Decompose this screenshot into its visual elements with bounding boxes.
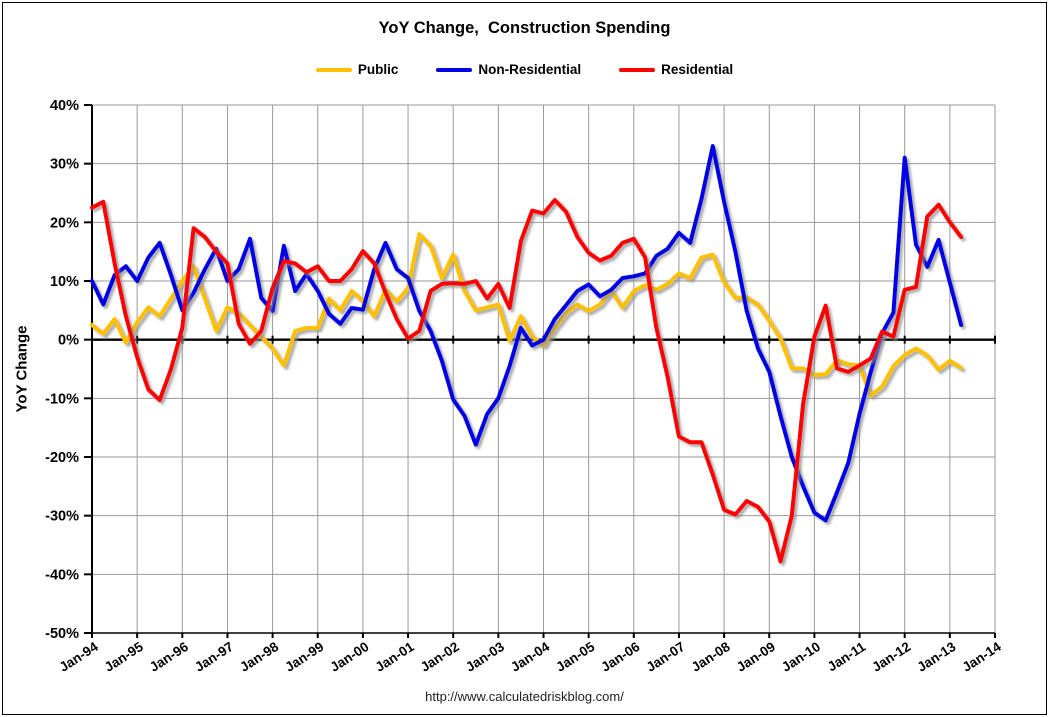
x-tick-label: Jan-95 <box>102 639 146 675</box>
x-tick-label: Jan-98 <box>237 639 281 675</box>
y-tick-label: -20% <box>45 450 79 466</box>
y-tick-label: 0% <box>58 333 79 349</box>
legend-swatch-non-residential <box>436 67 473 72</box>
x-tick-label: Jan-02 <box>418 639 462 675</box>
legend: Public Non-Residential Residential <box>0 62 1049 77</box>
x-tick-label: Jan-97 <box>192 639 236 675</box>
x-tick-label: Jan-07 <box>644 639 688 675</box>
x-tick-label: Jan-14 <box>960 639 1004 675</box>
y-tick-label: 40% <box>50 98 79 114</box>
y-tick-label: -10% <box>45 391 79 407</box>
legend-item-residential: Residential <box>619 62 733 77</box>
legend-item-non-residential: Non-Residential <box>436 62 581 77</box>
series-line-non-residential <box>90 144 964 523</box>
x-tick-label: Jan-10 <box>779 639 823 675</box>
y-tick-label: 20% <box>50 215 79 231</box>
x-tick-label: Jan-03 <box>463 639 507 675</box>
x-tick-label: Jan-96 <box>147 639 191 675</box>
x-tick-label: Jan-12 <box>869 639 913 675</box>
axes <box>84 104 996 638</box>
y-tick-label: -40% <box>45 567 79 583</box>
legend-label-public: Public <box>357 62 399 77</box>
legend-label-non-residential: Non-Residential <box>478 62 582 77</box>
series-lines <box>90 144 964 564</box>
x-tick-label: Jan-01 <box>373 639 417 675</box>
x-tick-label: Jan-11 <box>825 639 869 675</box>
series-line-residential <box>90 198 964 564</box>
legend-swatch-public <box>315 67 352 72</box>
x-tick-label: Jan-94 <box>57 639 101 675</box>
x-tick-label: Jan-99 <box>282 639 326 675</box>
x-tick-label: Jan-09 <box>734 639 778 675</box>
x-tick-label: Jan-08 <box>689 639 733 675</box>
y-tick-label: -50% <box>45 626 79 642</box>
x-tick-label: Jan-13 <box>914 639 958 675</box>
x-tick-label: Jan-00 <box>327 639 371 675</box>
tick-labels: 40% 30% 20% 10% 0% -10% -20% -30% -40% -50%Jan-94… <box>45 98 1004 675</box>
chart-title: YoY Change, Construction Spending <box>378 19 671 37</box>
y-tick-label: -30% <box>45 509 79 525</box>
legend-item-public: Public <box>315 62 399 77</box>
y-tick-label: 30% <box>50 157 79 173</box>
x-tick-label: Jan-04 <box>508 639 552 675</box>
x-tick-label: Jan-06 <box>598 639 642 675</box>
gridlines <box>91 104 996 633</box>
source-url: http://www.calculatedriskblog.com/ <box>425 689 624 704</box>
x-tick-label: Jan-05 <box>553 639 597 675</box>
legend-swatch-residential <box>619 67 656 72</box>
y-tick-label: 10% <box>50 274 79 290</box>
legend-label-residential: Residential <box>661 62 734 77</box>
